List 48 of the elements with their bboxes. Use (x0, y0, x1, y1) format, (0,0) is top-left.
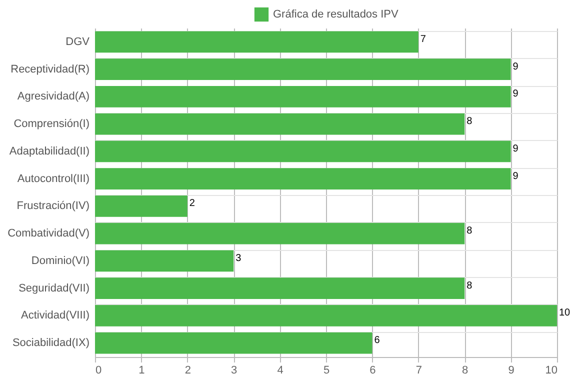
bar (95, 113, 465, 135)
x-tick-label: 4 (277, 364, 284, 376)
x-tick-label: 9 (508, 364, 514, 376)
y-tick-label: Sociabilidad(IX) (12, 337, 90, 350)
data-label: 9 (512, 170, 519, 182)
bar (95, 278, 465, 299)
data-label: 6 (374, 335, 380, 346)
bar (95, 250, 234, 272)
data-label: 2 (189, 198, 196, 210)
data-label: 9 (512, 143, 519, 154)
x-tick-label: 3 (231, 364, 238, 376)
data-label: 9 (512, 88, 519, 100)
y-tick-label: Frustración(IV) (16, 200, 90, 212)
bar (95, 58, 511, 80)
x-tick-label: 8 (462, 364, 468, 376)
y-tick-label: DGV (66, 36, 90, 48)
x-tick-label: 5 (323, 364, 330, 376)
y-tick-label: Receptividad(R) (10, 63, 90, 76)
y-tick-label: Actividad(VIII) (21, 310, 90, 322)
y-tick-label: Comprensión(I) (14, 118, 90, 130)
data-label: 8 (466, 116, 473, 128)
x-tick-label: 7 (416, 364, 422, 376)
x-tick-label: 6 (370, 364, 376, 376)
bar (95, 332, 372, 354)
y-tick-label: Seguridad(VII) (18, 282, 90, 294)
y-tick-label: Combatividad(V) (8, 228, 90, 240)
data-label: 3 (236, 252, 242, 264)
bar (95, 86, 511, 108)
x-tick-label: 10 (545, 364, 558, 376)
data-label: 8 (466, 226, 473, 237)
y-tick-label: Agresividad(A) (17, 90, 90, 103)
x-tick-label: 1 (138, 364, 145, 376)
y-tick-label: Adaptabilidad(II) (9, 145, 90, 158)
bar (95, 168, 511, 190)
x-tick-label: 0 (96, 364, 102, 376)
bar (95, 222, 465, 244)
bar (95, 304, 557, 326)
y-tick-label: Dominio(VI) (31, 254, 90, 267)
bar (95, 196, 188, 217)
data-label: 10 (559, 308, 571, 319)
bar (95, 140, 511, 162)
x-tick-label: 2 (184, 364, 191, 376)
data-label: 7 (420, 34, 426, 45)
data-label: 8 (466, 280, 473, 292)
data-label: 9 (512, 61, 519, 72)
legend-label: Gráfica de resultados IPV (273, 8, 400, 20)
bar (95, 31, 418, 53)
y-tick-label: Autocontrol(III) (17, 172, 90, 185)
